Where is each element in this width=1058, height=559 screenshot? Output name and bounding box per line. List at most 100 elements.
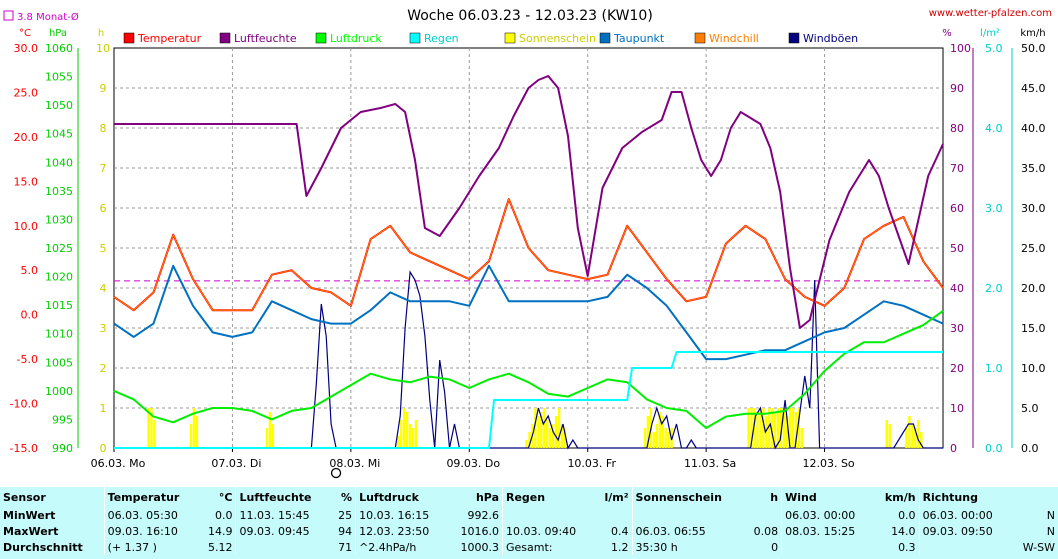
legend-label: Windböen bbox=[803, 32, 858, 45]
sunshine-bar bbox=[750, 408, 753, 448]
rain-unit-label: l/m² bbox=[980, 28, 1000, 39]
sun-tick-label: 6 bbox=[100, 202, 107, 215]
stats-cell-info: 06.03. 05:30 bbox=[103, 507, 199, 523]
stats-header: Luftfeuchte bbox=[235, 487, 331, 507]
stats-cell-info bbox=[502, 507, 596, 523]
sunshine-bar bbox=[411, 428, 415, 448]
humidity-unit-label: % bbox=[942, 28, 952, 39]
sunshine-bar bbox=[800, 428, 804, 448]
stats-cell-value: 0.3 bbox=[898, 540, 916, 554]
pressure-tick-label: 1040 bbox=[45, 156, 73, 169]
sunshine-bar bbox=[399, 420, 403, 448]
sunshine-bar bbox=[560, 424, 564, 448]
temp-tick-label: 0.0 bbox=[21, 309, 39, 322]
sunshine-bar bbox=[785, 416, 789, 448]
legend-label: Luftfeuchte bbox=[234, 32, 297, 45]
sunshine-bar bbox=[661, 416, 664, 448]
rain-tick-label: 2.0 bbox=[985, 282, 1003, 295]
sunshine-bar bbox=[153, 420, 156, 448]
series-line-taupunkt bbox=[113, 264, 944, 361]
stats-header-unit: °C bbox=[218, 490, 233, 504]
sunshine-bar bbox=[788, 408, 792, 448]
humidity-tick-label: 20 bbox=[950, 362, 964, 375]
sun-tick-label: 1 bbox=[100, 402, 107, 415]
sunshine-bar bbox=[557, 408, 561, 448]
stats-cell-info: 10.03. 09:40 bbox=[502, 523, 596, 539]
x-tick-label: 09.03. Do bbox=[446, 457, 500, 470]
sunshine-bar bbox=[268, 412, 272, 448]
sunshine-bar bbox=[549, 428, 552, 448]
humidity-tick-label: 60 bbox=[950, 202, 964, 215]
statistics-table: Sensor Temperatur °C Luftfeuchte% Luftdruck h… bbox=[0, 487, 1058, 559]
humidity-tick-label: 10 bbox=[950, 402, 964, 415]
stats-cell-value: 14.9 bbox=[207, 524, 233, 538]
stats-row-label: MinWert bbox=[3, 508, 56, 522]
sunshine-bar bbox=[905, 428, 908, 448]
pressure-tick-label: 990 bbox=[52, 442, 73, 455]
stats-cell-info: 09.03. 09:50 bbox=[918, 523, 1012, 539]
monthly-avg-marker bbox=[3, 10, 14, 21]
legend-label: Temperatur bbox=[137, 32, 202, 45]
sun-tick-label: 5 bbox=[100, 242, 107, 255]
humidity-tick-label: 80 bbox=[950, 122, 964, 135]
legend-swatch bbox=[315, 32, 327, 44]
stats-cell-info bbox=[918, 539, 1012, 555]
sunshine-bar bbox=[782, 408, 786, 448]
sunshine-bar bbox=[546, 420, 549, 448]
weather-chart: Woche 06.03.23 - 12.03.23 (KW10) www.wet… bbox=[3, 8, 1052, 479]
wind-unit-label: km/h bbox=[1020, 28, 1045, 39]
x-tick-label: 08.03. Mi bbox=[329, 457, 380, 470]
stats-cell-value: 1.2 bbox=[611, 540, 629, 554]
legend-label: Taupunkt bbox=[613, 32, 665, 45]
stats-row-label: MaxWert bbox=[3, 524, 59, 538]
sunshine-bar bbox=[791, 408, 795, 448]
legend-swatch bbox=[788, 32, 800, 44]
sunshine-bar bbox=[265, 428, 269, 448]
stats-cell-value: 1016.0 bbox=[460, 524, 500, 538]
sunshine-bar bbox=[774, 412, 777, 448]
x-tick-label: 11.03. Sa bbox=[684, 457, 736, 470]
pressure-unit-label: hPa bbox=[49, 28, 67, 39]
wind-tick-label: 50.0 bbox=[1021, 42, 1046, 55]
stats-header: Regen bbox=[502, 487, 596, 507]
source-link[interactable]: www.wetter-pfalzen.com bbox=[929, 8, 1052, 19]
stats-cell-value: 94 bbox=[338, 524, 353, 538]
stats-cell-value: 1000.3 bbox=[460, 540, 500, 554]
sunshine-bar bbox=[192, 408, 196, 448]
humidity-tick-label: 30 bbox=[950, 322, 964, 335]
sunshine-bar bbox=[540, 412, 543, 448]
stats-cell-value: N bbox=[1046, 508, 1055, 522]
stats-header: Wind bbox=[781, 487, 875, 507]
pressure-tick-label: 1050 bbox=[45, 99, 73, 112]
sunshine-bar bbox=[768, 408, 771, 448]
stats-cell-value: 992.6 bbox=[467, 508, 500, 522]
wind-tick-label: 10.0 bbox=[1021, 362, 1046, 375]
wind-tick-label: 25.0 bbox=[1021, 242, 1046, 255]
sun-tick-label: 2 bbox=[100, 362, 107, 375]
series-line-luftdruck bbox=[113, 310, 944, 429]
stats-header-unit: l/m² bbox=[604, 490, 629, 504]
sun-tick-label: 9 bbox=[100, 82, 107, 95]
sunshine-bar bbox=[397, 436, 400, 448]
sunshine-bar bbox=[646, 416, 650, 448]
sunshine-bar bbox=[525, 440, 528, 448]
sunshine-bar bbox=[747, 408, 750, 448]
legend-label: Luftdruck bbox=[330, 32, 382, 45]
legend-swatch bbox=[504, 32, 516, 44]
rain-tick-label: 3.0 bbox=[985, 202, 1003, 215]
stats-header-unit: h bbox=[770, 490, 779, 504]
sun-tick-label: 0 bbox=[100, 442, 107, 455]
sunshine-bar bbox=[271, 424, 275, 448]
legend-swatch bbox=[409, 32, 421, 44]
stats-cell-value: 25 bbox=[338, 508, 353, 522]
temp-unit-label: °C bbox=[19, 28, 31, 39]
stats-cell-info: ^2.4hPa/h bbox=[355, 539, 449, 555]
sunshine-bar bbox=[759, 408, 762, 448]
stats-cell-info: 09.03. 16:10 bbox=[103, 523, 199, 539]
chart-title: Woche 06.03.23 - 12.03.23 (KW10) bbox=[407, 8, 653, 24]
stats-row-label: Durchschnitt bbox=[3, 540, 83, 554]
sunshine-bar bbox=[195, 416, 199, 448]
monthly-avg-label: 3.8 Monat-Ø bbox=[17, 11, 79, 23]
stats-cell-info: 08.03. 15:25 bbox=[781, 523, 875, 539]
stats-cell-info bbox=[631, 507, 745, 523]
